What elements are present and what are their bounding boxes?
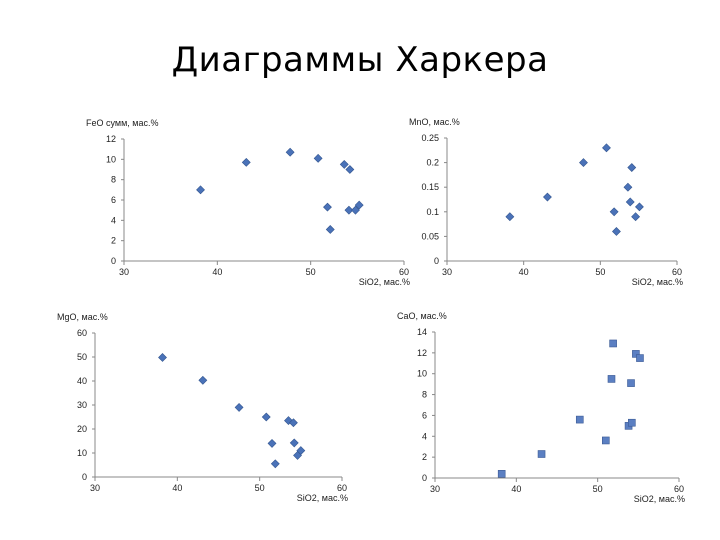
y-tick-label: 50 (77, 352, 87, 362)
y-tick-label: 0 (111, 256, 116, 266)
data-point (628, 418, 636, 427)
x-tick-label: 60 (674, 484, 684, 494)
data-point (631, 212, 641, 222)
data-point (602, 143, 611, 153)
y-axis-title: MnO, мас.% (409, 117, 460, 127)
data-point (288, 418, 298, 428)
y-tick-label: 0.2 (426, 158, 439, 168)
data-point (607, 375, 616, 383)
y-tick-label: 0 (422, 473, 427, 483)
data-point (575, 415, 584, 424)
data-point (537, 450, 546, 458)
y-tick-label: 60 (77, 328, 87, 338)
y-tick-label: 20 (77, 424, 87, 434)
data-point (627, 163, 637, 172)
y-tick-label: 40 (77, 376, 87, 386)
x-tick-label: 30 (442, 267, 452, 277)
y-tick-label: 30 (77, 400, 87, 410)
y-tick-label: 0 (434, 256, 439, 266)
data-point (579, 158, 588, 168)
data-point (270, 459, 280, 469)
y-tick-label: 2 (111, 236, 116, 246)
y-tick-label: 2 (422, 452, 427, 462)
data-point (344, 205, 354, 215)
x-axis-title: SiO2, мас.% (632, 277, 683, 287)
x-tick-label: 30 (90, 483, 100, 493)
x-tick-label: 50 (595, 267, 605, 277)
y-tick-label: 0.05 (421, 231, 439, 241)
x-tick-label: 40 (172, 483, 182, 493)
data-point (612, 227, 621, 236)
y-tick-label: 10 (106, 154, 116, 164)
data-point (623, 182, 633, 192)
y-tick-label: 4 (422, 431, 427, 441)
x-tick-label: 40 (519, 267, 529, 277)
data-point (241, 157, 251, 167)
data-point (627, 379, 635, 387)
data-point (345, 165, 355, 174)
y-tick-label: 0 (82, 472, 87, 482)
data-point (602, 436, 610, 445)
data-point (497, 470, 506, 478)
data-point (313, 153, 323, 163)
x-tick-label: 60 (672, 267, 682, 277)
y-axis-title: FeO сумм, мас.% (86, 118, 158, 128)
y-tick-label: 14 (417, 327, 427, 337)
x-tick-label: 50 (255, 483, 265, 493)
data-point (635, 202, 644, 212)
data-point (325, 225, 335, 234)
x-tick-label: 60 (337, 483, 347, 493)
x-tick-label: 50 (306, 267, 316, 277)
data-point (543, 192, 552, 202)
y-tick-label: 8 (111, 175, 116, 185)
x-axis-title: SiO2, мас.% (359, 277, 410, 287)
data-point (285, 147, 295, 157)
data-point (267, 438, 277, 448)
y-tick-label: 10 (77, 448, 87, 458)
y-tick-label: 0.15 (421, 182, 439, 192)
x-tick-label: 30 (430, 484, 440, 494)
data-point (198, 375, 208, 385)
data-point (632, 350, 640, 358)
y-tick-label: 12 (417, 348, 427, 358)
y-tick-label: 6 (111, 195, 116, 205)
data-point (609, 207, 619, 217)
data-point (505, 212, 515, 222)
data-point (636, 354, 644, 362)
mno-chart: MnO, мас.% 0 0.05 0.1 0.15 0.2 0.25 30 40 50 60SiO… (409, 117, 683, 287)
slide-title: Диаграммы Харкера (171, 40, 549, 80)
data-point (158, 353, 167, 362)
x-axis-title: SiO2, мас.% (634, 494, 685, 504)
y-tick-label: 10 (417, 369, 427, 379)
x-tick-label: 40 (212, 267, 222, 277)
data-point (351, 205, 360, 215)
y-tick-label: 0.25 (421, 133, 439, 143)
y-axis-title: MgO, мас.% (57, 312, 108, 322)
data-point (234, 402, 244, 412)
y-axis-title: CaO, мас.% (397, 311, 447, 321)
y-tick-label: 8 (422, 390, 427, 400)
data-point (293, 450, 302, 460)
data-point (261, 412, 271, 422)
x-tick-label: 40 (511, 484, 521, 494)
y-tick-label: 4 (111, 215, 116, 225)
data-point (323, 202, 332, 212)
y-tick-label: 6 (422, 410, 427, 420)
x-tick-label: 30 (119, 267, 129, 277)
y-tick-label: 12 (106, 134, 116, 144)
x-tick-label: 50 (593, 484, 603, 494)
y-tick-label: 0.1 (426, 207, 439, 217)
data-point (289, 438, 299, 448)
data-point (196, 185, 205, 195)
data-point (354, 200, 364, 210)
data-point (609, 339, 617, 348)
x-axis-title: SiO2, мас.% (297, 493, 348, 503)
x-tick-label: 60 (399, 267, 409, 277)
data-point (625, 197, 635, 207)
data-point (339, 159, 349, 169)
